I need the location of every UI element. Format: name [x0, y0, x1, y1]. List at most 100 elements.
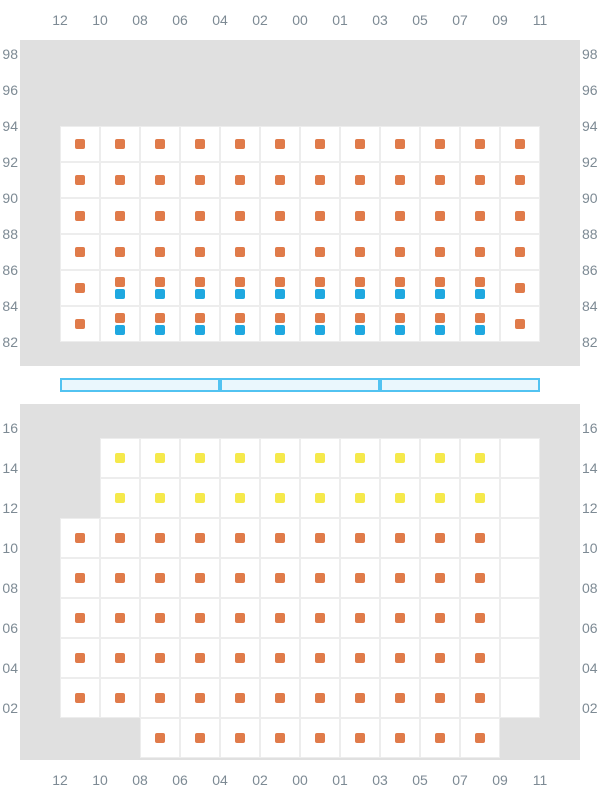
seat-marker[interactable]	[355, 533, 365, 543]
seat-marker[interactable]	[395, 277, 405, 287]
top-cell[interactable]	[140, 306, 180, 342]
top-cell[interactable]	[220, 306, 260, 342]
seat-marker[interactable]	[475, 175, 485, 185]
seat-marker[interactable]	[115, 653, 125, 663]
seat-marker[interactable]	[355, 453, 365, 463]
seat-marker[interactable]	[275, 493, 285, 503]
seat-marker[interactable]	[115, 533, 125, 543]
seat-marker[interactable]	[195, 175, 205, 185]
seat-marker[interactable]	[195, 325, 205, 335]
seat-marker[interactable]	[315, 289, 325, 299]
seat-marker[interactable]	[155, 289, 165, 299]
seat-marker[interactable]	[75, 573, 85, 583]
bottom-cell[interactable]	[500, 518, 540, 558]
seat-marker[interactable]	[155, 493, 165, 503]
seat-marker[interactable]	[315, 453, 325, 463]
seat-marker[interactable]	[235, 693, 245, 703]
top-cell[interactable]	[300, 306, 340, 342]
seat-marker[interactable]	[435, 533, 445, 543]
seat-marker[interactable]	[315, 277, 325, 287]
seat-marker[interactable]	[515, 247, 525, 257]
seat-marker[interactable]	[235, 533, 245, 543]
seat-marker[interactable]	[355, 325, 365, 335]
top-cell[interactable]	[340, 306, 380, 342]
top-cell[interactable]	[420, 270, 460, 306]
seat-marker[interactable]	[355, 139, 365, 149]
seat-marker[interactable]	[235, 139, 245, 149]
seat-marker[interactable]	[195, 139, 205, 149]
top-cell[interactable]	[380, 270, 420, 306]
seat-marker[interactable]	[435, 733, 445, 743]
seat-marker[interactable]	[475, 653, 485, 663]
seat-marker[interactable]	[475, 313, 485, 323]
seat-marker[interactable]	[395, 693, 405, 703]
seat-marker[interactable]	[155, 139, 165, 149]
seat-marker[interactable]	[275, 533, 285, 543]
seat-marker[interactable]	[235, 325, 245, 335]
seat-marker[interactable]	[435, 693, 445, 703]
seat-marker[interactable]	[75, 319, 85, 329]
seat-marker[interactable]	[435, 247, 445, 257]
seat-marker[interactable]	[115, 247, 125, 257]
seat-marker[interactable]	[235, 493, 245, 503]
seat-marker[interactable]	[115, 211, 125, 221]
seat-marker[interactable]	[235, 313, 245, 323]
seat-marker[interactable]	[155, 613, 165, 623]
seat-marker[interactable]	[275, 693, 285, 703]
seat-marker[interactable]	[235, 289, 245, 299]
seat-marker[interactable]	[355, 653, 365, 663]
seat-marker[interactable]	[235, 653, 245, 663]
seat-marker[interactable]	[115, 573, 125, 583]
seat-marker[interactable]	[355, 613, 365, 623]
seat-marker[interactable]	[395, 247, 405, 257]
seat-marker[interactable]	[475, 277, 485, 287]
seat-marker[interactable]	[195, 247, 205, 257]
seat-marker[interactable]	[75, 283, 85, 293]
bottom-cell[interactable]	[500, 558, 540, 598]
seat-marker[interactable]	[115, 453, 125, 463]
bottom-cell[interactable]	[500, 678, 540, 718]
seat-marker[interactable]	[195, 211, 205, 221]
top-cell[interactable]	[300, 270, 340, 306]
seat-marker[interactable]	[155, 313, 165, 323]
seat-marker[interactable]	[75, 211, 85, 221]
bottom-cell[interactable]	[500, 638, 540, 678]
seat-marker[interactable]	[275, 613, 285, 623]
seat-marker[interactable]	[75, 175, 85, 185]
seat-marker[interactable]	[395, 493, 405, 503]
seat-marker[interactable]	[315, 693, 325, 703]
seat-marker[interactable]	[115, 139, 125, 149]
seat-marker[interactable]	[355, 493, 365, 503]
seat-marker[interactable]	[475, 325, 485, 335]
seat-marker[interactable]	[475, 693, 485, 703]
top-cell[interactable]	[420, 306, 460, 342]
seat-marker[interactable]	[275, 211, 285, 221]
seat-marker[interactable]	[355, 289, 365, 299]
top-cell[interactable]	[380, 306, 420, 342]
seat-marker[interactable]	[475, 533, 485, 543]
seat-marker[interactable]	[315, 175, 325, 185]
seat-marker[interactable]	[75, 653, 85, 663]
seat-marker[interactable]	[275, 573, 285, 583]
seat-marker[interactable]	[355, 313, 365, 323]
seat-marker[interactable]	[195, 453, 205, 463]
top-cell[interactable]	[260, 270, 300, 306]
seat-marker[interactable]	[195, 313, 205, 323]
seat-marker[interactable]	[355, 277, 365, 287]
seat-marker[interactable]	[395, 211, 405, 221]
seat-marker[interactable]	[275, 733, 285, 743]
seat-marker[interactable]	[235, 277, 245, 287]
top-cell[interactable]	[460, 306, 500, 342]
seat-marker[interactable]	[435, 453, 445, 463]
seat-marker[interactable]	[395, 733, 405, 743]
seat-marker[interactable]	[395, 313, 405, 323]
seat-marker[interactable]	[195, 733, 205, 743]
seat-marker[interactable]	[315, 211, 325, 221]
seat-marker[interactable]	[315, 613, 325, 623]
seat-marker[interactable]	[155, 653, 165, 663]
seat-marker[interactable]	[195, 277, 205, 287]
seat-marker[interactable]	[355, 247, 365, 257]
seat-marker[interactable]	[235, 211, 245, 221]
seat-marker[interactable]	[435, 277, 445, 287]
seat-marker[interactable]	[315, 139, 325, 149]
